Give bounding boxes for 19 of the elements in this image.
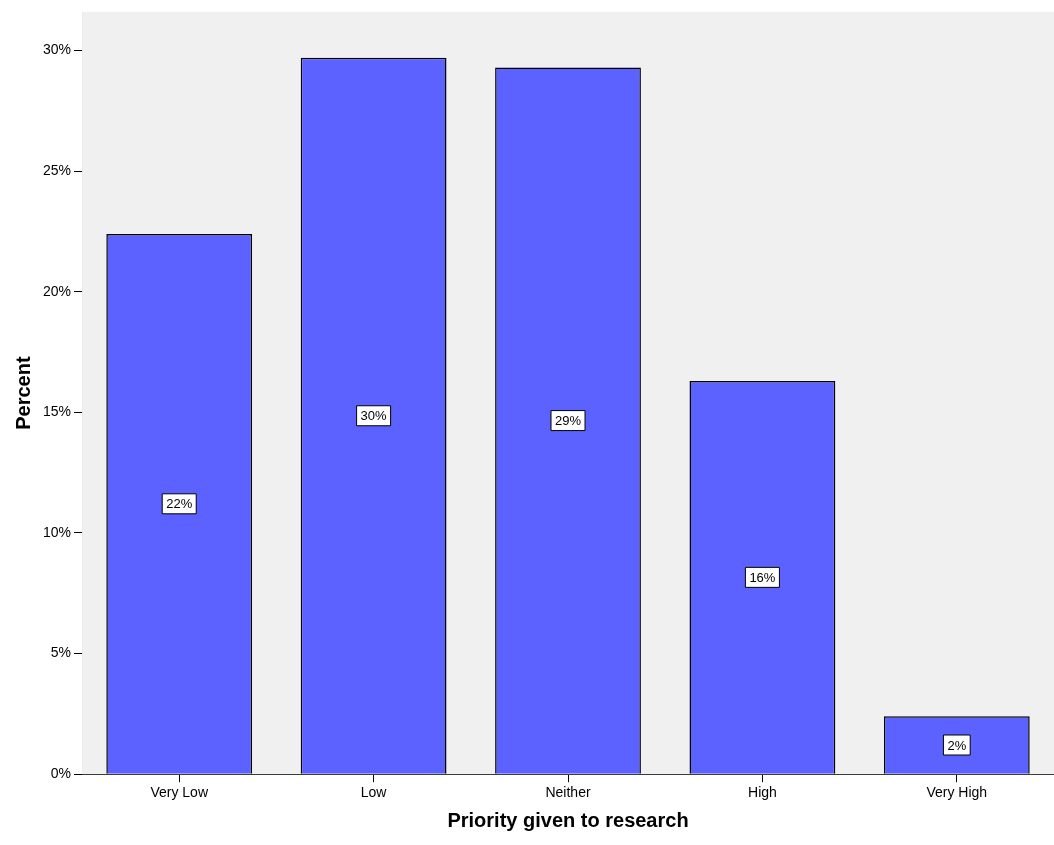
y-tick-label: 5% xyxy=(50,644,72,661)
data-label: 30% xyxy=(360,408,388,424)
x-tick-label: Low xyxy=(360,784,388,801)
x-tick-label: Neither xyxy=(545,784,591,801)
y-tick-label: 30% xyxy=(42,41,72,58)
y-tick-label: 15% xyxy=(42,403,72,420)
data-label: 16% xyxy=(749,569,776,585)
y-axis-title: Percent xyxy=(11,356,34,430)
x-tick-label: Very Low xyxy=(150,784,209,801)
x-tick-label: Very High xyxy=(926,784,988,801)
data-label: 2% xyxy=(947,737,967,753)
x-axis-title: Priority given to research xyxy=(447,808,689,831)
y-tick-label: 10% xyxy=(42,523,72,540)
y-tick-label: 0% xyxy=(50,765,72,782)
data-label: 22% xyxy=(166,496,193,512)
y-tick-label: 20% xyxy=(42,282,72,299)
y-tick-label: 25% xyxy=(42,162,72,179)
data-label: 29% xyxy=(554,413,582,429)
x-tick-label: High xyxy=(748,784,777,801)
